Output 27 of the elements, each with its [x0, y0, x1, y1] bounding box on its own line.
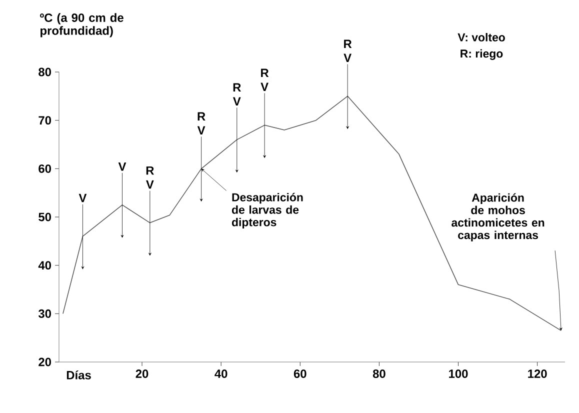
x-tick-label: 120	[528, 370, 547, 378]
y-tick-label: 40	[38, 261, 51, 270]
annotation: R V	[232, 83, 241, 106]
y-tick-label: 50	[38, 212, 51, 222]
y-tick-label: 30	[38, 309, 51, 318]
annotation: R V	[344, 40, 352, 62]
x-axis-title: Días	[66, 370, 91, 380]
annotation: R V	[197, 112, 206, 134]
annotation: R V	[146, 166, 154, 189]
annotation: R V	[260, 68, 269, 91]
y-tick-label: 70	[38, 116, 51, 125]
x-tick-label: 60	[294, 370, 306, 378]
y-tick-label: 60	[38, 164, 51, 173]
text: V: volteo	[458, 33, 505, 42]
text: R: riego	[460, 49, 503, 60]
y-axis-title: ºC (a 90 cm de profundidad)	[40, 13, 124, 38]
line-series	[62, 96, 562, 331]
annotation: Desaparición de larvas de dipteros	[232, 192, 303, 229]
annotation: Aparición de mohos actinomicetes en capas internas	[452, 193, 544, 242]
x-tick-label: 40	[214, 370, 228, 378]
x-tick-label: 80	[372, 370, 386, 378]
annotation: V	[78, 194, 87, 202]
y-tick-label: 20	[38, 358, 51, 366]
x-tick-label: 20	[136, 370, 148, 378]
annotation: V	[118, 162, 126, 171]
x-tick-label: 100	[449, 370, 468, 378]
y-tick-label: 80	[38, 68, 51, 76]
